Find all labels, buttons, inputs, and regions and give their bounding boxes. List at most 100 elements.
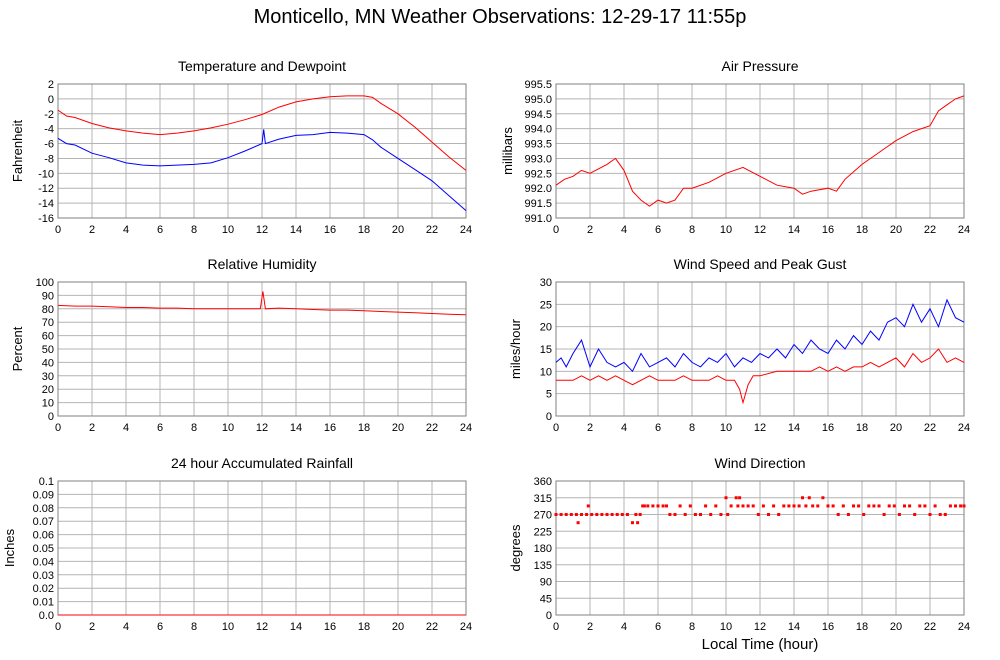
x-tick-label: 12 (754, 621, 766, 633)
x-tick-label: 6 (655, 224, 661, 236)
x-tick-label: 8 (191, 422, 197, 434)
data-point (678, 504, 682, 508)
data-point (595, 513, 599, 516)
data-point (792, 504, 796, 508)
data-point (887, 504, 891, 508)
data-point (734, 496, 738, 500)
x-tick-label: 24 (460, 422, 472, 434)
chart-title: Wind Direction (714, 455, 805, 471)
y-tick-label: -10 (38, 168, 54, 180)
data-point (962, 504, 966, 508)
chart-dir: 0 2 4 6 8 10 12 14 16 18 20 22 243603152702251801359… (508, 455, 970, 633)
data-point (665, 504, 668, 508)
x-tick-label: 8 (191, 224, 197, 236)
data-point (903, 504, 906, 508)
data-point (610, 513, 614, 516)
x-tick-label: 18 (358, 422, 370, 434)
x-tick-label: 6 (157, 422, 163, 434)
y-tick-label: 992.5 (524, 168, 552, 180)
x-tick-label: 14 (788, 621, 800, 633)
data-point (756, 513, 760, 516)
data-point (943, 513, 947, 516)
data-point (605, 513, 609, 516)
x-tick-label: 4 (621, 422, 627, 434)
x-tick-label: 16 (324, 422, 336, 434)
data-point (831, 504, 835, 508)
data-point (646, 504, 650, 508)
y-tick-label: 0.07 (33, 516, 54, 528)
x-tick-label: 12 (754, 422, 766, 434)
x-tick-label: 16 (324, 224, 336, 236)
chart-pressure: 0 2 4 6 8 10 12 14 16 18 20 22 24995.5995.0994.5994.… (500, 58, 970, 236)
data-point (892, 504, 896, 508)
x-tick-label: 10 (222, 224, 234, 236)
data-point (908, 504, 912, 508)
plot-frame (555, 480, 965, 616)
x-tick-label: 22 (924, 224, 936, 236)
x-tick-label: 20 (392, 224, 404, 236)
plot-frame (57, 83, 467, 219)
x-tick-label: 22 (426, 224, 438, 236)
data-point (777, 513, 781, 516)
data-point (767, 513, 770, 516)
chart-rh: 0 2 4 6 8 10 12 14 16 18 20 22 241009080706050403020… (10, 256, 472, 434)
y-tick-label: 5 (546, 389, 552, 401)
x-tick-label: 14 (290, 621, 302, 633)
data-point (699, 513, 702, 516)
data-point (872, 504, 876, 508)
y-tick-label: 25 (540, 299, 552, 311)
x-tick-label: 10 (720, 224, 732, 236)
data-point (826, 504, 830, 508)
data-point (564, 513, 568, 516)
data-point (862, 513, 866, 516)
data-point (938, 513, 942, 516)
data-point (877, 504, 881, 508)
x-tick-label: 18 (358, 224, 370, 236)
x-tick-label: 4 (621, 224, 627, 236)
y-tick-label: 0.08 (33, 503, 54, 515)
chart-temp: 0 2 4 6 8 10 12 14 16 18 20 22 2420-2-4-6-8-10-12-14… (10, 58, 472, 236)
x-tick-label: 2 (587, 224, 593, 236)
x-tick-label: 4 (123, 621, 129, 633)
data-point (736, 504, 740, 508)
data-point (688, 504, 692, 508)
y-tick-label: 30 (42, 371, 54, 383)
data-point (656, 504, 660, 508)
data-point (761, 504, 765, 508)
x-tick-label: 0 (553, 621, 559, 633)
y-tick-label: 991.5 (524, 198, 552, 210)
y-tick-label: 20 (540, 322, 552, 334)
data-point (615, 513, 619, 516)
x-tick-label: 20 (392, 422, 404, 434)
y-tick-label: 20 (42, 384, 54, 396)
data-point (585, 513, 589, 516)
y-tick-label: -6 (44, 139, 54, 151)
y-tick-label: 2 (48, 79, 54, 91)
y-tick-label: 70 (42, 317, 54, 329)
chart-title: Air Pressure (721, 58, 798, 74)
y-tick-label: 50 (42, 344, 54, 356)
data-point (782, 504, 786, 508)
x-tick-label: 20 (392, 621, 404, 633)
data-point (772, 504, 776, 508)
chart-title: 24 hour Accumulated Rainfall (171, 455, 353, 471)
data-point (897, 513, 901, 516)
y-tick-label: -8 (44, 153, 54, 165)
data-point (590, 513, 594, 516)
y-tick-label: 135 (534, 560, 552, 572)
series-line-red (555, 95, 965, 207)
y-tick-label: 180 (534, 543, 552, 555)
x-tick-label: 20 (890, 621, 902, 633)
x-tick-label: 24 (460, 621, 472, 633)
x-tick-label: 24 (460, 224, 472, 236)
data-point (846, 513, 850, 516)
y-tick-label: 0 (48, 94, 54, 106)
x-tick-label: 8 (689, 621, 695, 633)
data-point (559, 513, 563, 516)
data-point (714, 504, 718, 508)
data-point (741, 504, 745, 508)
x-tick-label: 4 (123, 224, 129, 236)
data-point (673, 513, 677, 516)
y-tick-label: 0.09 (33, 489, 54, 501)
